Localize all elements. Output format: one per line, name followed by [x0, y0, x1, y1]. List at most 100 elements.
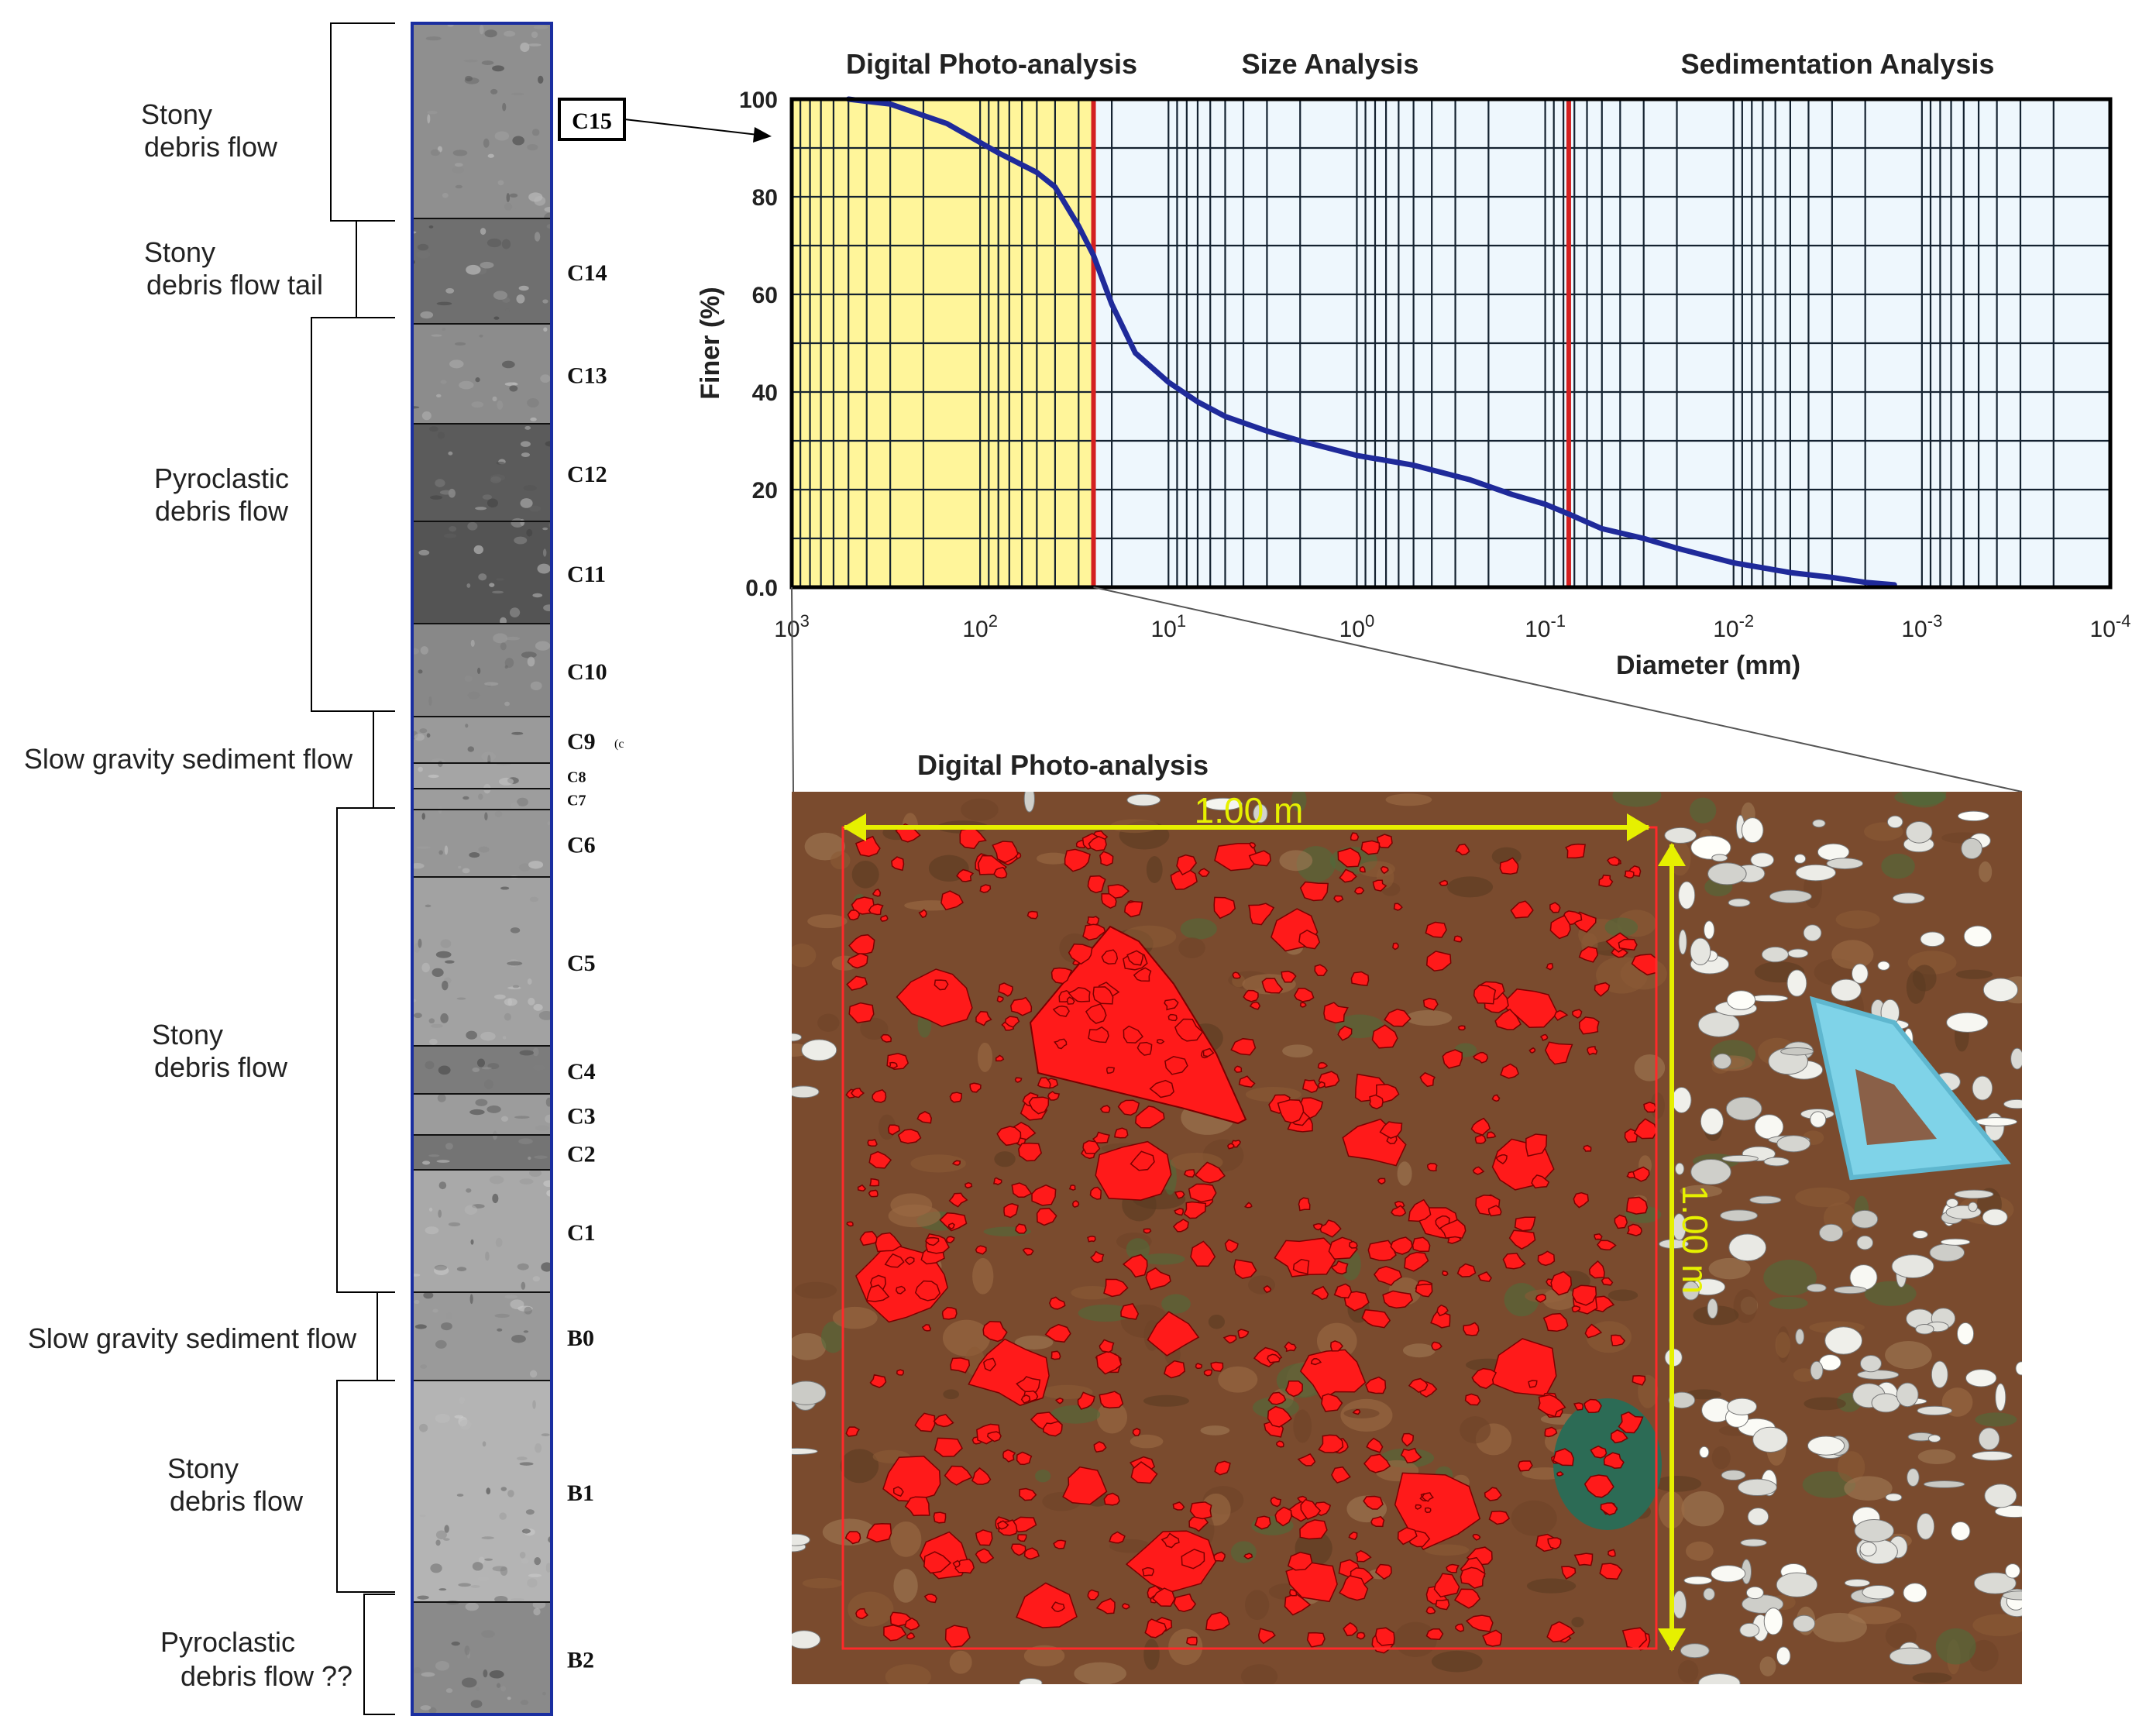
clast — [1490, 1338, 1557, 1397]
facies-label-8a: Pyroclastic — [160, 1626, 295, 1658]
column-grain — [470, 1585, 480, 1588]
column-grain — [500, 1116, 509, 1122]
clast — [879, 914, 889, 922]
column-grain — [494, 1313, 511, 1319]
column-grain — [531, 31, 538, 39]
unit-label: C11 — [567, 562, 606, 587]
column-grain — [527, 1578, 538, 1588]
clast — [1603, 1452, 1625, 1469]
column-grain — [438, 850, 443, 855]
clast — [1408, 1198, 1432, 1222]
plot-grid — [792, 99, 2110, 587]
clast — [949, 1092, 962, 1103]
column-grain — [470, 1239, 474, 1245]
clast — [947, 1222, 955, 1230]
clast — [1141, 1566, 1154, 1577]
clast — [1185, 1636, 1198, 1646]
column-grain — [484, 682, 499, 686]
pebble — [1824, 1326, 1863, 1355]
clast — [1249, 842, 1257, 849]
clast — [1114, 1127, 1129, 1139]
clast — [1601, 1277, 1614, 1286]
clast — [923, 1594, 937, 1604]
column-grain — [479, 25, 484, 35]
column-grain — [419, 728, 428, 734]
soil-patch — [1604, 917, 1638, 937]
clast — [1390, 1205, 1407, 1217]
clast — [1477, 1271, 1492, 1282]
column-grain — [465, 1602, 479, 1611]
clast — [1531, 1174, 1550, 1189]
clast — [1598, 874, 1614, 888]
clast — [875, 1232, 903, 1253]
soil-patch — [961, 798, 999, 821]
bracket-1 — [330, 22, 395, 318]
scale-label-vertical: 1.00 m — [1675, 1185, 1715, 1295]
pebble — [1690, 937, 1711, 965]
clast — [1425, 1606, 1436, 1614]
clast — [848, 934, 875, 954]
column-grain — [440, 380, 447, 384]
column-grain — [456, 1494, 464, 1497]
clast — [1537, 1394, 1566, 1418]
pebble — [1253, 803, 1268, 824]
clast — [1243, 1202, 1253, 1209]
clast — [1510, 900, 1534, 919]
clast — [956, 868, 975, 882]
clast — [941, 1306, 958, 1320]
column-grain — [511, 731, 524, 735]
column-grain — [466, 583, 471, 588]
soil-patch — [1795, 1187, 1850, 1208]
x-tick-label: 102 — [962, 611, 998, 642]
clast — [1352, 1408, 1361, 1415]
clast — [1618, 938, 1638, 951]
soil-patch — [1078, 1304, 1133, 1322]
column-grain — [459, 380, 474, 390]
column-grain — [420, 646, 429, 655]
clast — [1090, 1250, 1105, 1264]
column-grain — [466, 264, 481, 275]
pebble — [1707, 862, 1747, 885]
clast — [1274, 1506, 1292, 1527]
column-grain — [442, 192, 449, 198]
bracket-5 — [336, 807, 395, 1293]
clast — [1048, 1296, 1066, 1310]
pebble — [1763, 1607, 1783, 1635]
scale-arrow-top — [1658, 843, 1686, 866]
clast — [1089, 1186, 1102, 1200]
pebble — [1905, 821, 1933, 844]
pebble — [1929, 1243, 1965, 1262]
clast — [1099, 1105, 1111, 1113]
clast — [1473, 984, 1497, 1005]
column-grain — [520, 518, 525, 526]
pebble — [1956, 1322, 1975, 1346]
clast — [1107, 884, 1130, 899]
column-grain — [507, 1697, 511, 1700]
clast — [1491, 1094, 1501, 1102]
pebble — [792, 1533, 810, 1546]
bracket-7 — [336, 1380, 395, 1593]
soil-patch — [1146, 855, 1163, 883]
column-grain — [544, 206, 552, 213]
soil-patch — [1071, 1285, 1114, 1300]
clast — [1213, 896, 1236, 920]
cumulative-curve — [845, 96, 1897, 588]
column-grain — [449, 526, 457, 532]
column-grain — [542, 527, 548, 531]
soil-patch — [1244, 1590, 1270, 1621]
column-grain — [418, 1423, 428, 1432]
y-tick-labels: 0.0 20 40 60 80 100 — [739, 88, 778, 601]
pebble — [1776, 1135, 1811, 1153]
clast — [1172, 1501, 1185, 1511]
column-grain — [481, 1630, 495, 1638]
clast — [1284, 1593, 1312, 1616]
pebble — [1810, 1360, 1824, 1381]
clast — [1539, 1033, 1549, 1041]
clast — [1549, 902, 1561, 913]
clast — [1488, 1510, 1511, 1525]
pebble — [1946, 1012, 1989, 1033]
clast — [1460, 1566, 1486, 1589]
pebble — [1920, 931, 1945, 947]
clast — [1145, 1267, 1171, 1291]
column-grain — [493, 994, 506, 999]
